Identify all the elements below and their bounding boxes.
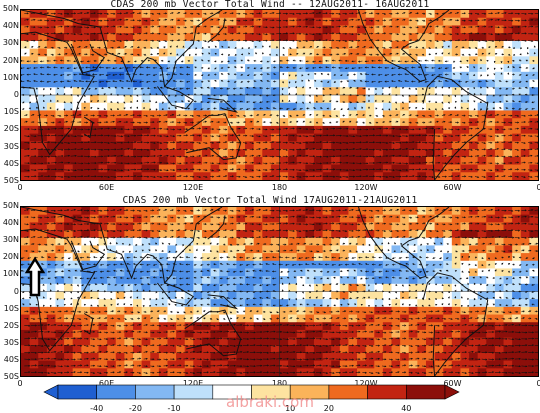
colorbar-swatch — [57, 384, 98, 400]
lon-label: 0 — [17, 183, 23, 192]
colorbar-label: -20 — [128, 404, 142, 413]
colorbar-label: -40 — [90, 404, 104, 413]
wind-field-map-top — [21, 10, 538, 180]
map-panel-top — [20, 9, 539, 181]
lon-label: 60E — [98, 183, 115, 192]
lat-label: 50N — [2, 201, 19, 210]
lat-label: 20N — [2, 55, 19, 65]
lat-label: 0 — [13, 286, 19, 296]
annotation-arrow-icon — [24, 256, 46, 297]
wind-field-map-bottom — [21, 207, 538, 376]
lat-label: 30N — [2, 38, 19, 48]
lat-label: 20S — [3, 124, 19, 134]
lon-label: 120E — [182, 183, 204, 192]
lat-label: 20N — [2, 252, 19, 262]
lat-label: 30N — [2, 235, 19, 245]
lon-label: 0 — [17, 379, 23, 388]
lat-label: 10S — [3, 303, 19, 313]
lon-label: 0 — [536, 183, 540, 192]
watermark-text: albraki.com — [226, 393, 314, 411]
lon-label: 120W — [354, 379, 378, 388]
lat-label: 0 — [13, 90, 19, 99]
lat-label: 10N — [2, 72, 19, 82]
lat-label: 30S — [3, 337, 19, 347]
lat-label: 10N — [2, 269, 19, 279]
colorbar-label: 40 — [401, 404, 412, 413]
lat-label: 40N — [2, 218, 19, 228]
lon-label: 60W — [443, 183, 462, 192]
lat-label: 20S — [3, 320, 19, 330]
colorbar-swatch — [135, 384, 175, 400]
colorbar-label: -10 — [167, 404, 181, 413]
lon-label: 60E — [98, 379, 115, 388]
lat-label: 50S — [3, 176, 19, 185]
lat-label: 40S — [3, 158, 19, 168]
lat-label: 10S — [3, 107, 19, 117]
lon-label: 120W — [354, 183, 378, 192]
lon-label: 0 — [536, 379, 540, 388]
lon-label: 180 — [271, 183, 288, 192]
lon-label: 60W — [443, 379, 462, 388]
lon-label: 180 — [271, 379, 288, 388]
panel2-title: CDAS 200 mb Vector Total Wind 17AUG2011-… — [122, 195, 418, 206]
lat-label: 40N — [2, 21, 19, 31]
lon-label: 120E — [182, 379, 204, 388]
lat-label: 40S — [3, 354, 19, 364]
colorbar-label: 20 — [323, 404, 334, 413]
lat-label: 30S — [3, 141, 19, 151]
lat-label: 50S — [3, 372, 19, 381]
colorbar-swatch — [405, 384, 446, 400]
map-panel-bottom — [20, 206, 539, 377]
colorbar-label: 10 — [285, 404, 296, 413]
lat-label: 50N — [2, 4, 19, 13]
panel1-title: CDAS 200 mb Vector Total Wind -- 12AUG20… — [110, 0, 430, 10]
